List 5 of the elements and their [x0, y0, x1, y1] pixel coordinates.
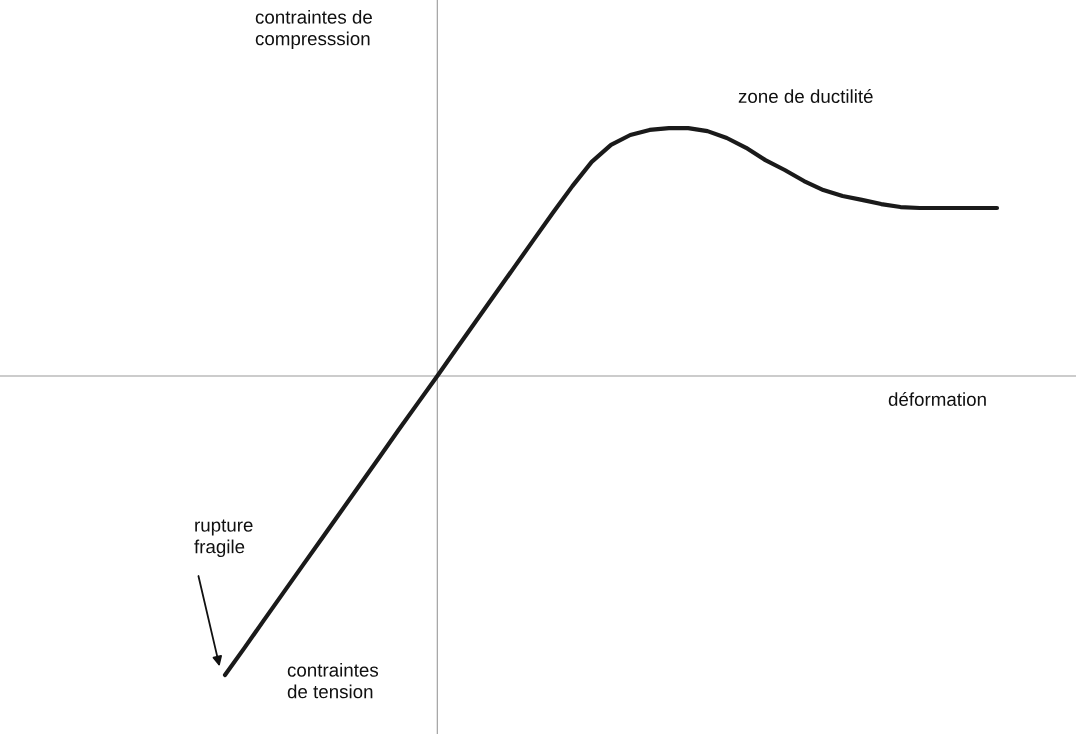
text: zone de ductilité	[738, 89, 873, 104]
text: contraintes de compresssion	[255, 10, 372, 50]
annotation: déformation	[888, 392, 986, 407]
annotation: rupture fragile	[194, 519, 253, 558]
annotation: contraintes de tension	[287, 663, 379, 699]
